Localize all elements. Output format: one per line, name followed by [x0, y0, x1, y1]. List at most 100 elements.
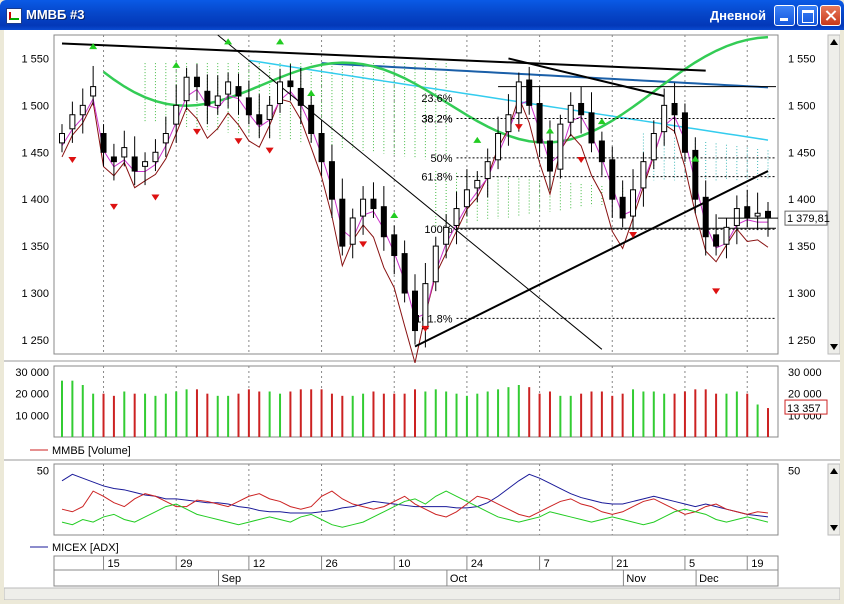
x-month-label: Nov: [626, 573, 646, 585]
candles: [59, 64, 771, 348]
candle-body: [266, 104, 273, 120]
oscillator-line: [61, 95, 769, 363]
fractal-down-icon: [359, 241, 368, 248]
x-day-label: 10: [398, 558, 410, 570]
candle-body: [193, 76, 200, 88]
minimize-button[interactable]: [774, 5, 795, 26]
volume-last-label: 13 357: [787, 403, 821, 415]
adx-legend: MICEX [ADX]: [52, 542, 119, 554]
fractal-down-icon: [712, 288, 721, 295]
fractal-up-icon: [224, 38, 233, 45]
candle-body: [235, 86, 242, 97]
fractal-down-icon: [192, 128, 201, 135]
candle-body: [671, 102, 678, 116]
candle-body: [546, 140, 553, 172]
candle-body: [432, 245, 439, 283]
candle-body: [765, 210, 771, 219]
scroll-down-arrow-icon-3: [830, 525, 838, 531]
price-tick-right: 1 250: [788, 335, 816, 347]
scrollbar-track-1: [827, 34, 840, 355]
candle-body: [422, 283, 429, 330]
candle-body: [588, 112, 595, 144]
fractal-down-icon: [629, 232, 638, 239]
close-button[interactable]: [820, 5, 841, 26]
x-day-label: 29: [180, 558, 192, 570]
volume-tick-right: 20 000: [788, 389, 822, 401]
scroll-down-arrow-icon-1: [830, 344, 838, 350]
adx-tick-left: 50: [37, 465, 49, 477]
fractal-up-icon: [545, 127, 554, 134]
candle-body: [484, 161, 491, 180]
volume-tick-left: 20 000: [15, 389, 49, 401]
last-price-label: 1 379,81: [787, 213, 830, 225]
candle-body: [609, 159, 616, 200]
candle-body: [453, 208, 460, 226]
price-tick-right: 1 350: [788, 241, 816, 253]
volume-last-box: [784, 399, 828, 415]
candle-body: [162, 133, 169, 144]
price-tick-left: 1 450: [21, 147, 49, 159]
x-month-label: Oct: [450, 573, 467, 585]
candle-body: [110, 156, 117, 163]
price-tick-left: 1 550: [21, 53, 49, 65]
channel-trendline: [508, 57, 665, 97]
candle-body: [152, 151, 159, 163]
volume-tick-left: 30 000: [15, 367, 49, 379]
fractal-down-icon: [151, 194, 160, 201]
x-day-label: 24: [471, 558, 483, 570]
price-tick-right: 1 450: [788, 147, 816, 159]
price-tick-left: 1 250: [21, 335, 49, 347]
candle-body: [443, 226, 450, 245]
fib-level-label: 161.8%: [415, 313, 453, 325]
title-bar[interactable]: ММВБ #3 Дневной: [0, 0, 844, 30]
candle-body: [630, 189, 637, 217]
maximize-button[interactable]: [797, 5, 818, 26]
candle-body: [131, 156, 138, 172]
candle-body: [204, 90, 211, 106]
fib-level-label: 61.8%: [421, 172, 452, 184]
x-day-label: 19: [751, 558, 763, 570]
candle-body: [495, 133, 502, 161]
ma-short-line: [102, 35, 769, 144]
candle-body: [661, 104, 668, 133]
candle-body: [474, 179, 481, 189]
price-tick-left: 1 500: [21, 100, 49, 112]
fractal-up-icon: [307, 89, 316, 96]
candle-body: [142, 161, 149, 167]
price-tick-left: 1 300: [21, 288, 49, 300]
candle-body: [214, 95, 221, 106]
candle-body: [360, 198, 367, 217]
vertical-grid: [103, 35, 748, 535]
price-tick-left: 1 400: [21, 194, 49, 206]
candle-body: [536, 102, 543, 144]
last-price-box: [784, 210, 828, 226]
fractal-up-icon: [89, 43, 98, 50]
fractal-down-icon: [234, 138, 243, 145]
chart-client-area: 1 550 1 550 1 500 1 500 1 450 1 450 1 400 1 400…: [4, 30, 840, 600]
x-axis-frame: [53, 555, 779, 587]
candle-body: [183, 76, 190, 102]
candle-body: [681, 112, 688, 153]
fractal-up-icon: [276, 38, 285, 45]
x-day-label: 26: [326, 558, 338, 570]
ma-long-line: [321, 62, 769, 89]
fib-partial-label: 23.6%: [421, 93, 452, 105]
chart-canvas: 1 550 1 550 1 500 1 500 1 450 1 450 1 400 1 400…: [4, 34, 840, 600]
candle-body: [380, 206, 387, 238]
fractal-down-icon: [577, 156, 586, 163]
candle-body: [412, 290, 418, 332]
candle-body: [308, 104, 315, 135]
candle-body: [256, 114, 263, 125]
adx-tick-right: 50: [788, 465, 800, 477]
candle-body: [401, 253, 408, 294]
di-plus-line: [61, 490, 769, 528]
candle-body: [598, 140, 605, 163]
candle-body: [173, 104, 180, 125]
scrollbar-track-3: [827, 463, 840, 536]
volume-bars: [61, 380, 769, 437]
x-day-label: 7: [544, 558, 550, 570]
candle-body: [650, 133, 657, 161]
candle-body: [287, 80, 294, 88]
period-label[interactable]: Дневной: [709, 8, 766, 23]
